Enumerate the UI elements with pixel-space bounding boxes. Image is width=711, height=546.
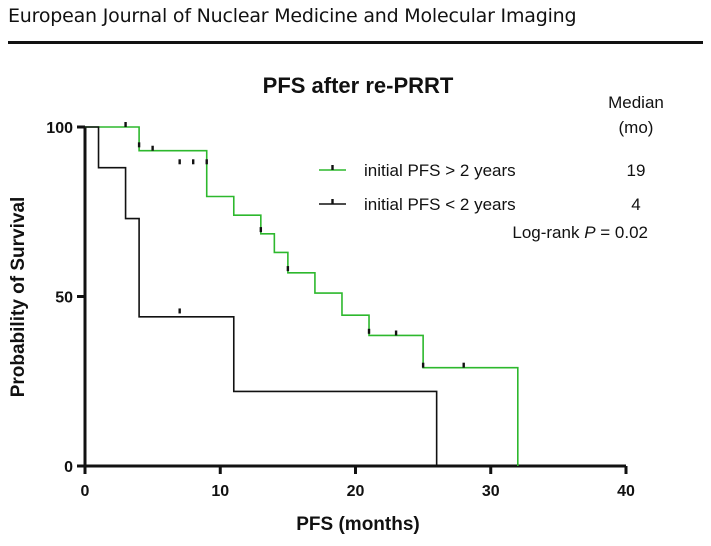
median-header: Median <box>608 93 664 112</box>
series-2 <box>85 126 438 466</box>
median-unit: (mo) <box>619 118 654 137</box>
legend-label: initial PFS > 2 years <box>364 161 516 180</box>
legend-label: initial PFS < 2 years <box>364 195 516 214</box>
y-tick-label: 50 <box>55 290 73 307</box>
x-tick-label: 10 <box>211 483 229 500</box>
x-tick-label: 40 <box>617 483 635 500</box>
journal-title: European Journal of Nuclear Medicine and… <box>8 5 577 27</box>
x-tick-label: 20 <box>347 483 365 500</box>
axes: 0 50 100 0 10 20 30 40 <box>46 120 635 500</box>
x-tick-label: 30 <box>482 483 500 500</box>
series-1 <box>85 122 519 466</box>
x-axis-label: PFS (months) <box>296 514 420 535</box>
legend: Median (mo) initial PFS > 2 years 19 initial… <box>319 93 664 242</box>
survival-curve <box>85 126 438 466</box>
median-value: 19 <box>627 161 646 180</box>
x-tick-label: 0 <box>81 483 90 500</box>
median-value: 4 <box>631 195 640 214</box>
survival-curve <box>85 126 519 466</box>
y-tick-label: 0 <box>64 459 73 476</box>
series-layer <box>85 122 519 466</box>
y-tick-label: 100 <box>46 120 73 137</box>
chart-title: PFS after re-PRRT <box>263 73 454 98</box>
header-rule <box>8 41 703 44</box>
log-rank-annotation: Log-rank P = 0.02 <box>512 223 648 242</box>
y-axis-label: Probability of Survival <box>8 197 29 398</box>
